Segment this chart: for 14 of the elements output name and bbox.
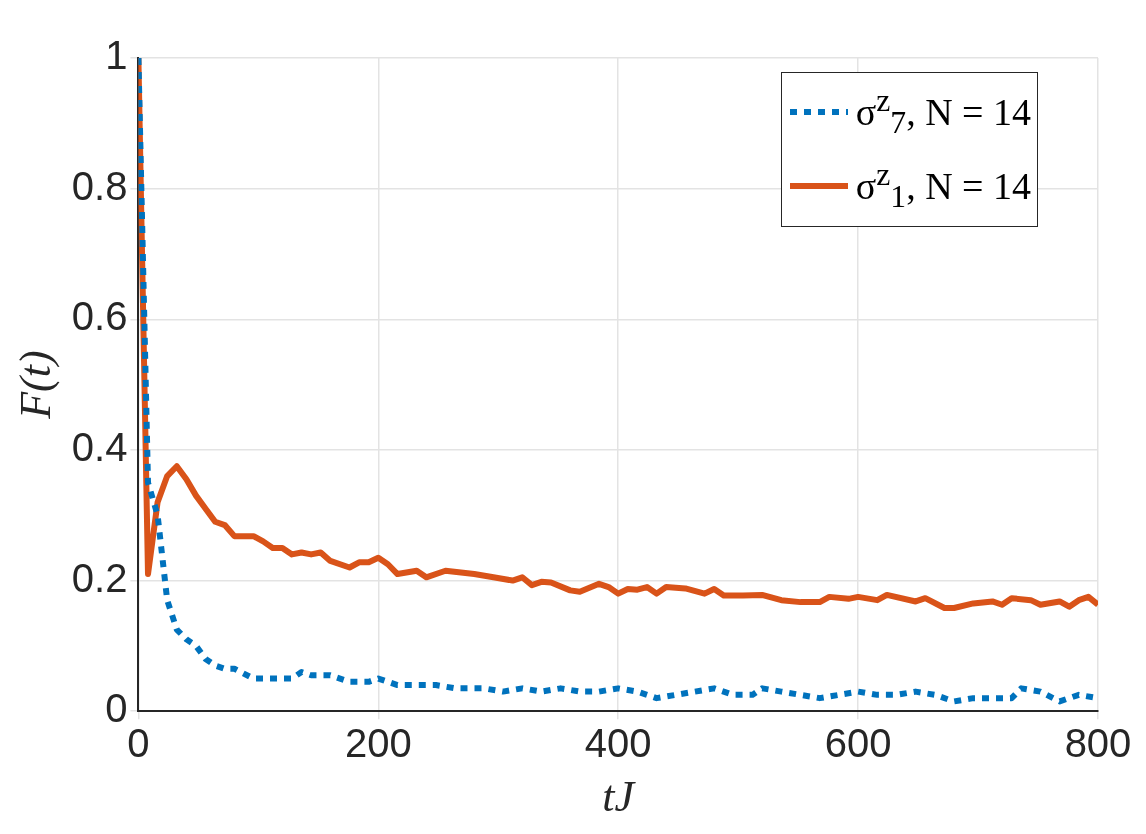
y-axis-title: F(t) bbox=[10, 350, 60, 420]
y-tick-label: 0 bbox=[105, 686, 128, 731]
y-tick-label: 0.2 bbox=[71, 555, 128, 600]
x-axis-title: tJ bbox=[602, 772, 637, 822]
y-tick-label: 0.6 bbox=[71, 294, 128, 339]
x-tick-label: 400 bbox=[584, 721, 652, 766]
y-tick-label: 0.8 bbox=[71, 163, 128, 208]
legend-label: σ$^{z}$$_{1}$, N = 14 bbox=[855, 156, 1031, 217]
y-tick-label: 0.4 bbox=[71, 424, 128, 469]
x-tick-label: 200 bbox=[344, 721, 412, 766]
y-tick-label: 1 bbox=[105, 33, 128, 78]
x-tick-label: 800 bbox=[1064, 721, 1132, 766]
legend-label: σ$^{z}$$_{7}$, N = 14 bbox=[855, 82, 1031, 143]
x-tick-label: 600 bbox=[824, 721, 892, 766]
